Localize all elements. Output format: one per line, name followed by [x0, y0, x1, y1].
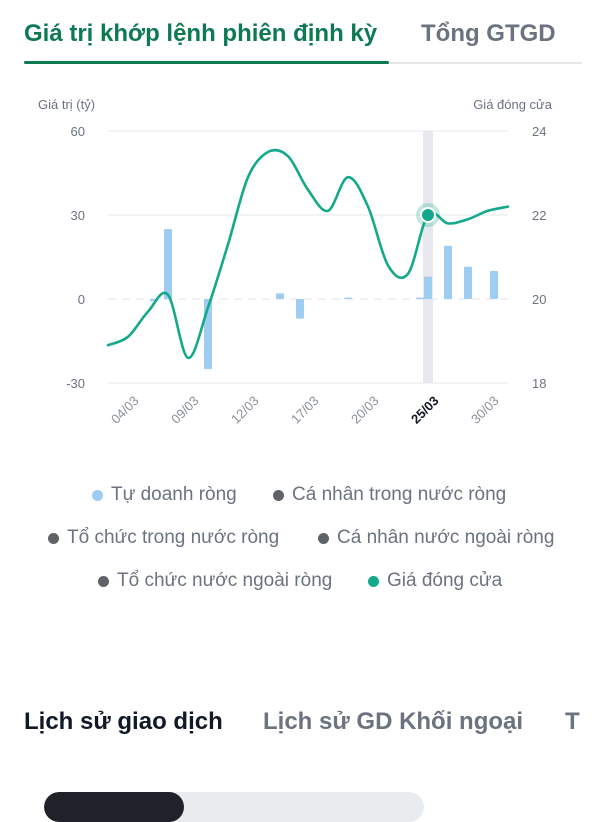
legend-label: Cá nhân trong nước ròng — [292, 484, 507, 505]
left-tick-label: 30 — [71, 208, 85, 223]
bar — [490, 271, 498, 299]
right-tick-label: 20 — [532, 292, 546, 307]
x-tick-label: 12/03 — [228, 393, 262, 427]
tab-next-truncated[interactable]: T — [565, 708, 580, 735]
left-tick-label: 0 — [78, 292, 85, 307]
legend-item[interactable]: Cá nhân trong nước ròng — [273, 484, 506, 506]
left-axis-ticks: 60 30 0 -30 — [66, 124, 85, 391]
right-tick-label: 22 — [532, 208, 546, 223]
right-tick-label: 18 — [532, 376, 546, 391]
legend-marker — [48, 532, 59, 544]
x-axis-ticks: 04/03 09/03 12/03 17/03 20/03 25/03 30/03 — [108, 393, 502, 427]
bar — [344, 297, 352, 300]
segment-active-option[interactable] — [44, 792, 184, 822]
bar — [164, 229, 172, 299]
legend-item[interactable]: Tự doanh ròng — [92, 484, 237, 506]
tab-trading-history[interactable]: Lịch sử giao dịch — [24, 708, 223, 735]
legend-marker — [318, 532, 329, 544]
highlight-marker — [416, 203, 440, 227]
right-axis-label: Giá đóng cửa — [473, 97, 553, 112]
bar — [296, 299, 304, 319]
left-axis-label: Giá trị (tỷ) — [38, 97, 95, 112]
tab-periodic-matched-value[interactable]: Giá trị khớp lệnh phiên định kỳ — [24, 20, 378, 47]
left-tick-label: -30 — [66, 376, 85, 391]
legend-label: Cá nhân nước ngoài ròng — [337, 527, 555, 548]
x-tick-label: 09/03 — [168, 393, 202, 427]
tab-foreign-trading-history[interactable]: Lịch sử GD Khối ngoại — [263, 708, 524, 735]
legend-marker — [92, 489, 103, 501]
legend-marker — [98, 575, 109, 587]
right-axis-ticks: 24 22 20 18 — [532, 124, 546, 391]
x-tick-label: 25/03 — [408, 393, 442, 427]
legend-marker — [273, 489, 284, 501]
legend-marker — [368, 575, 379, 587]
left-tick-label: 60 — [71, 124, 85, 139]
legend-item[interactable]: Cá nhân nước ngoài ròng — [318, 527, 554, 549]
grid-lines — [108, 130, 508, 384]
history-tab-bar: Lịch sử giao dịch Lịch sử GD Khối ngoại … — [0, 700, 600, 750]
right-tick-label: 24 — [532, 124, 546, 139]
x-tick-label: 20/03 — [348, 393, 382, 427]
legend-label: Tự doanh ròng — [111, 484, 237, 505]
marker-dot — [420, 207, 436, 223]
bar — [416, 297, 424, 300]
legend-item[interactable]: Giá đóng cửa — [368, 570, 502, 592]
chart-legend: Tự doanh ròng Cá nhân trong nước ròng Tổ c… — [0, 480, 600, 600]
legend-label: Tổ chức nước ngoài ròng — [117, 570, 333, 591]
legend-item[interactable]: Tổ chức trong nước ròng — [48, 527, 279, 549]
bar — [464, 266, 472, 299]
closing-price-line — [106, 148, 510, 360]
legend-item[interactable]: Tổ chức nước ngoài ròng — [98, 570, 332, 592]
bar — [444, 245, 452, 299]
x-tick-label: 17/03 — [288, 393, 322, 427]
legend-label: Giá đóng cửa — [387, 570, 503, 591]
bar-series — [150, 229, 498, 369]
bar — [276, 293, 284, 299]
segmented-control[interactable] — [44, 792, 424, 822]
x-tick-label: 04/03 — [108, 393, 142, 427]
x-tick-label: 30/03 — [468, 393, 502, 427]
bar — [424, 276, 432, 299]
highlight-band — [423, 131, 433, 383]
legend-label: Tổ chức trong nước ròng — [67, 527, 280, 548]
active-tab-indicator — [24, 61, 389, 64]
tab-total-trading-value[interactable]: Tổng GTGD — [421, 20, 556, 47]
top-tab-bar: Giá trị khớp lệnh phiên định kỳ Tổng GTG… — [0, 0, 600, 66]
